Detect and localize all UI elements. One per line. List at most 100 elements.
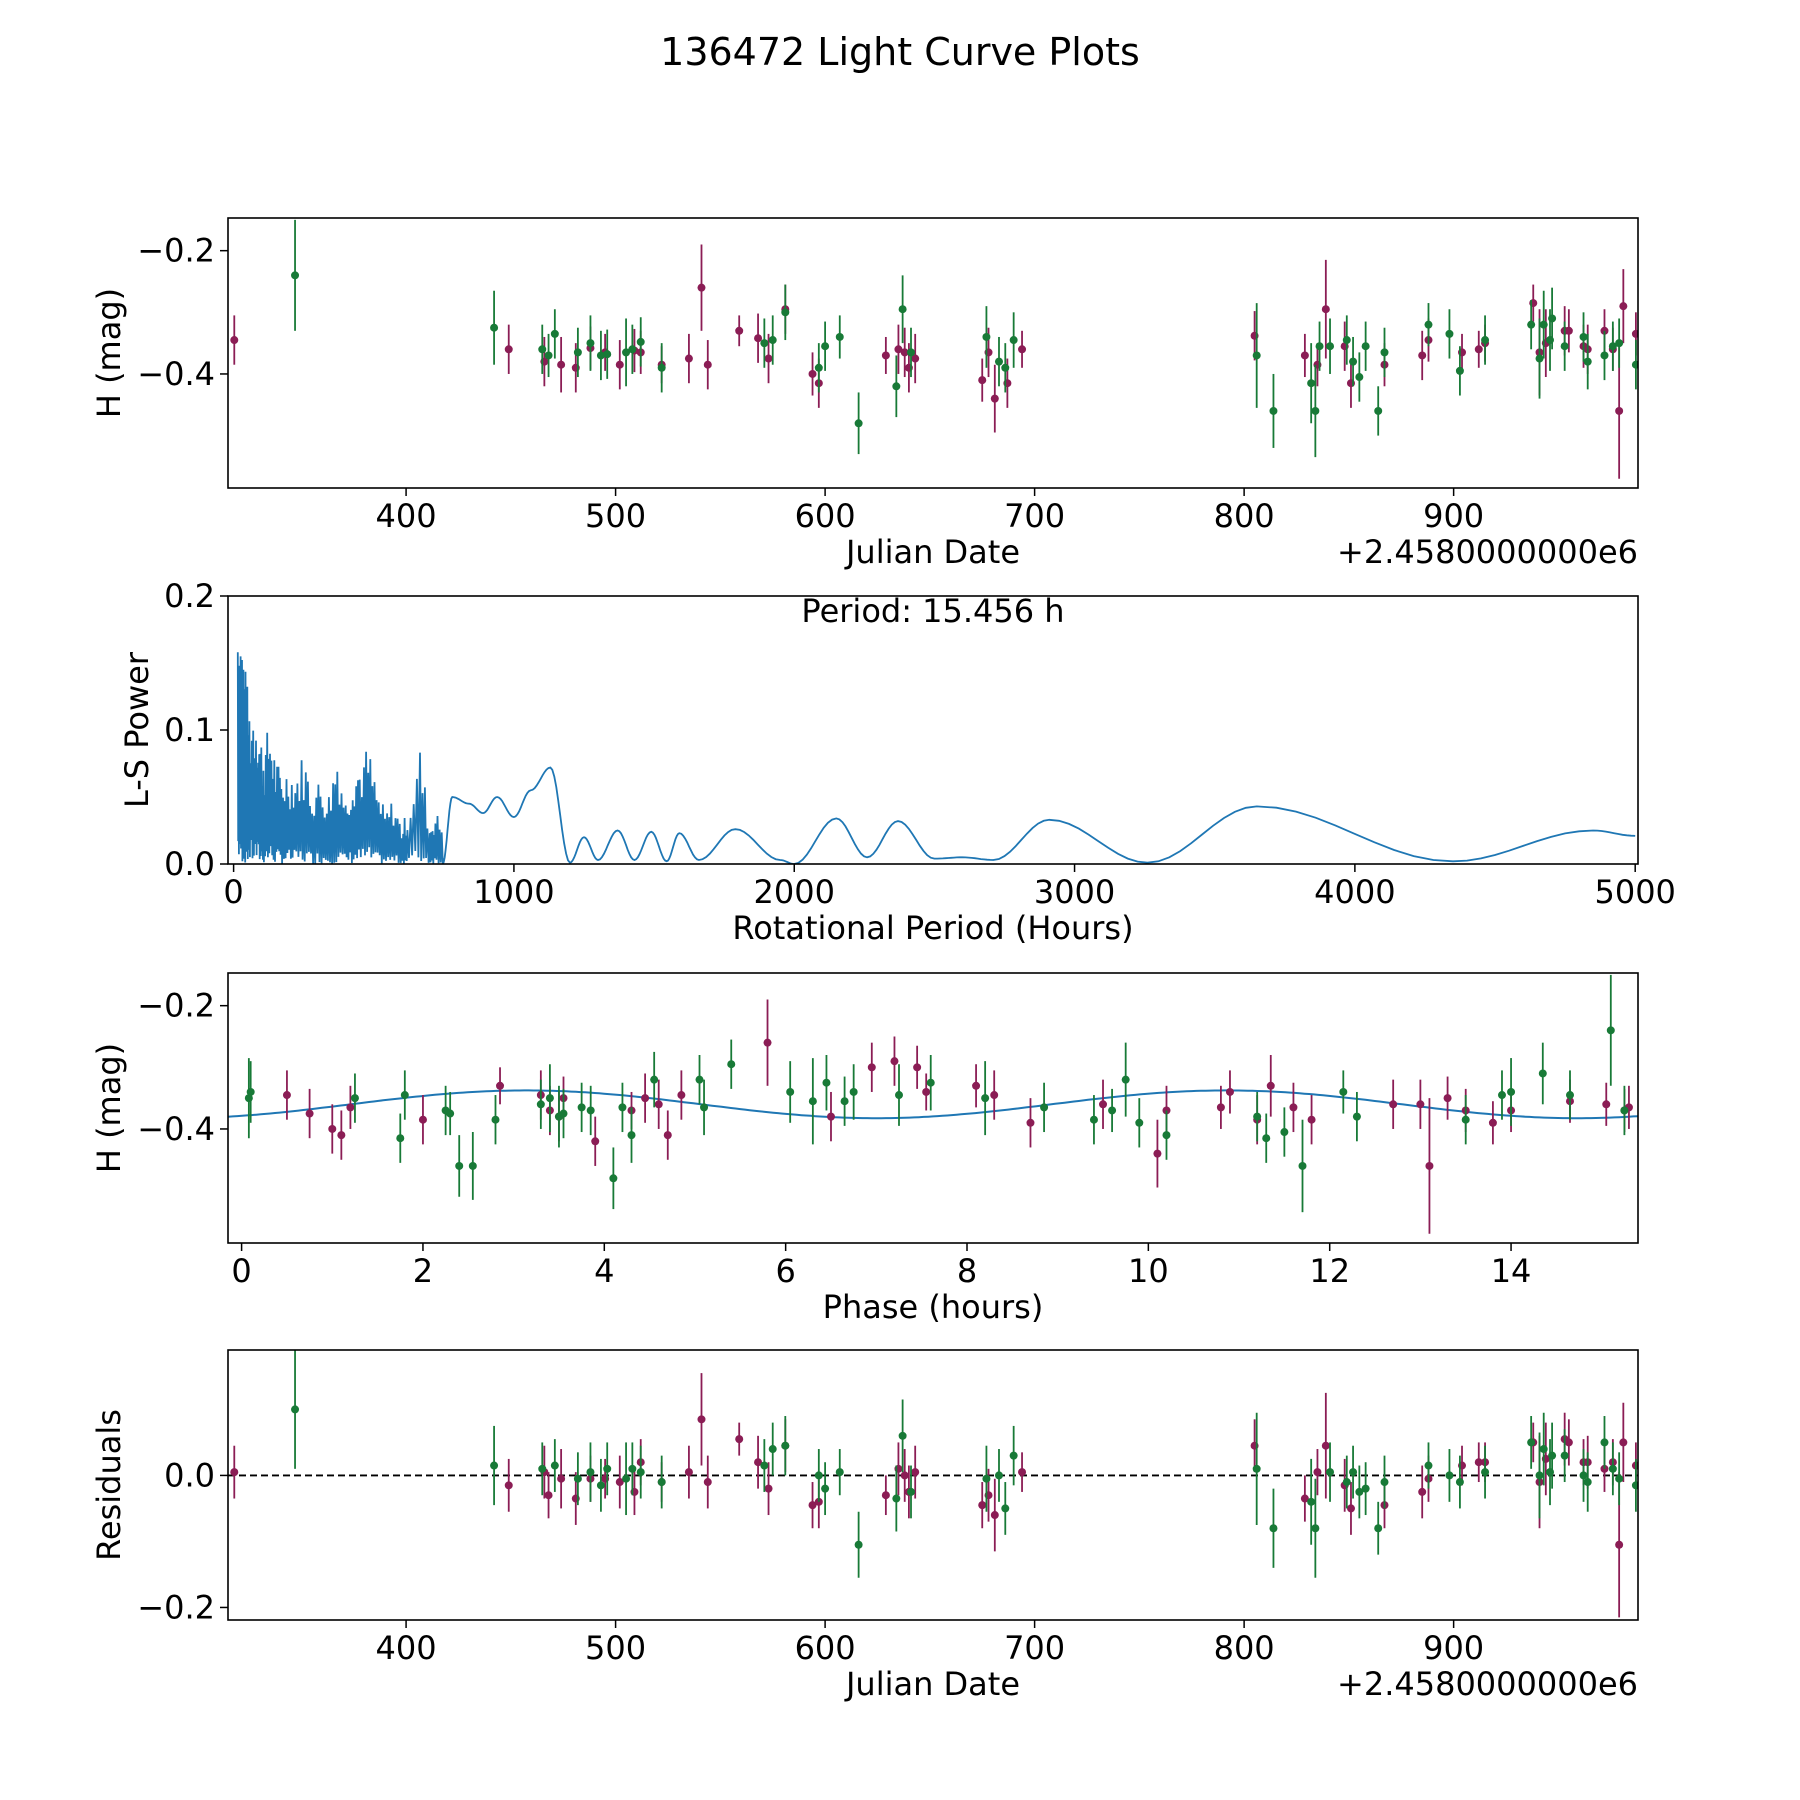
phased-point [350,1094,359,1103]
lightcurve-point [622,348,631,357]
residuals-point [1560,1451,1569,1460]
lightcurve-point [1355,373,1364,382]
lightcurve-point [1269,406,1278,415]
phased-point [926,1078,935,1087]
residuals-plot-area [228,1350,1638,1618]
lightcurve-point [1018,345,1027,354]
phased-panel: 0 2 4 6 8 10 12 14 −0.2 −0.4 Phase (hours) H (mag) [90,972,1639,1326]
residuals-point [1548,1451,1557,1460]
periodogram-ytick-label: 0.1 [164,711,215,749]
lightcurve-point [1307,379,1316,388]
phased-point [1461,1115,1470,1124]
lightcurve-point [900,348,909,357]
lightcurve-point [1315,342,1324,351]
lightcurve-point [894,345,903,354]
phased-xtick-label: 4 [594,1252,614,1290]
phased-point [400,1091,409,1100]
lightcurve-point [544,351,553,360]
phased-point [1089,1115,1098,1124]
periodogram-plot-area [236,652,1636,864]
lightcurve-point [1374,406,1383,415]
residuals-point [697,1415,706,1424]
phased-point [826,1112,835,1121]
residuals-point [586,1468,595,1477]
phased-xtick-label: 8 [957,1252,977,1290]
residuals-point [1600,1438,1609,1447]
phased-point [586,1106,595,1115]
phased-point [1153,1149,1162,1158]
phased-point [695,1075,704,1084]
lightcurve-point [1527,320,1536,329]
phased-point [1425,1161,1434,1170]
residuals-point [814,1471,823,1480]
lightcurve-plot-area [230,219,1638,479]
figure-title: 136472 Light Curve Plots [660,30,1140,74]
phased-point [396,1134,405,1143]
lightcurve-point [1342,336,1351,345]
residuals-point [490,1461,499,1470]
residuals-point [1311,1524,1320,1533]
periodogram-xtick-label: 2000 [754,873,835,911]
residuals-point [291,1405,300,1414]
residuals-point [994,1471,1003,1480]
periodogram-power-line [236,652,1636,864]
phased-point [328,1124,337,1133]
lightcurve-point [1548,314,1557,323]
phased-point [446,1109,455,1118]
lightcurve-xtick-label: 700 [1004,497,1065,535]
residuals-point [1269,1524,1278,1533]
residuals-point [1252,1464,1261,1473]
phased-point [867,1063,876,1072]
phased-point [346,1103,355,1112]
phased-point [700,1103,709,1112]
residuals-point [1481,1468,1490,1477]
phased-point [1225,1087,1234,1096]
phased-point [1108,1106,1117,1115]
residuals-point [544,1491,553,1500]
residuals-point [1300,1494,1309,1503]
residuals-offset-label: +2.4580000000e6 [1337,1665,1638,1703]
lightcurve-point [1326,342,1335,351]
lightcurve-xtick-label: 800 [1214,497,1275,535]
phased-point [1216,1103,1225,1112]
residuals-xlabel: Julian Date [844,1665,1020,1703]
lightcurve-point [703,360,712,369]
phased-point [337,1131,346,1140]
phased-point [282,1091,291,1100]
phased-point [627,1131,636,1140]
phased-point [641,1094,650,1103]
lightcurve-series-green [291,219,1638,458]
lightcurve-point [1535,354,1544,363]
lightcurve-point [1455,366,1464,375]
phased-point [1538,1069,1547,1078]
residuals-point [892,1494,901,1503]
lightcurve-point [814,363,823,372]
lightcurve-point [538,345,547,354]
periodogram-ytick-label: 0.2 [164,577,215,615]
residuals-point [538,1464,547,1473]
phased-point [663,1131,672,1140]
residuals-point [1355,1487,1364,1496]
lightcurve-point [735,326,744,335]
lightcurve-point [1349,357,1358,366]
residuals-point [735,1435,744,1444]
phased-model-curve [228,1089,1638,1120]
residuals-ylabel: Residuals [90,1409,128,1561]
lightcurve-point [596,351,605,360]
residuals-point [615,1478,624,1487]
lightcurve-point [1300,351,1309,360]
residuals-point [1424,1461,1433,1470]
residuals-point [1018,1468,1027,1477]
phased-point [786,1087,795,1096]
phased-point [1602,1100,1611,1109]
residuals-point [230,1468,239,1477]
lightcurve-point [557,360,566,369]
residuals-point [1418,1487,1427,1496]
lightcurve-point [1418,351,1427,360]
phased-point [1497,1091,1506,1100]
lightcurve-point [754,334,763,343]
phased-point [1298,1161,1307,1170]
lightcurve-ytick-label: −0.2 [137,232,215,270]
residuals-point [911,1468,920,1477]
